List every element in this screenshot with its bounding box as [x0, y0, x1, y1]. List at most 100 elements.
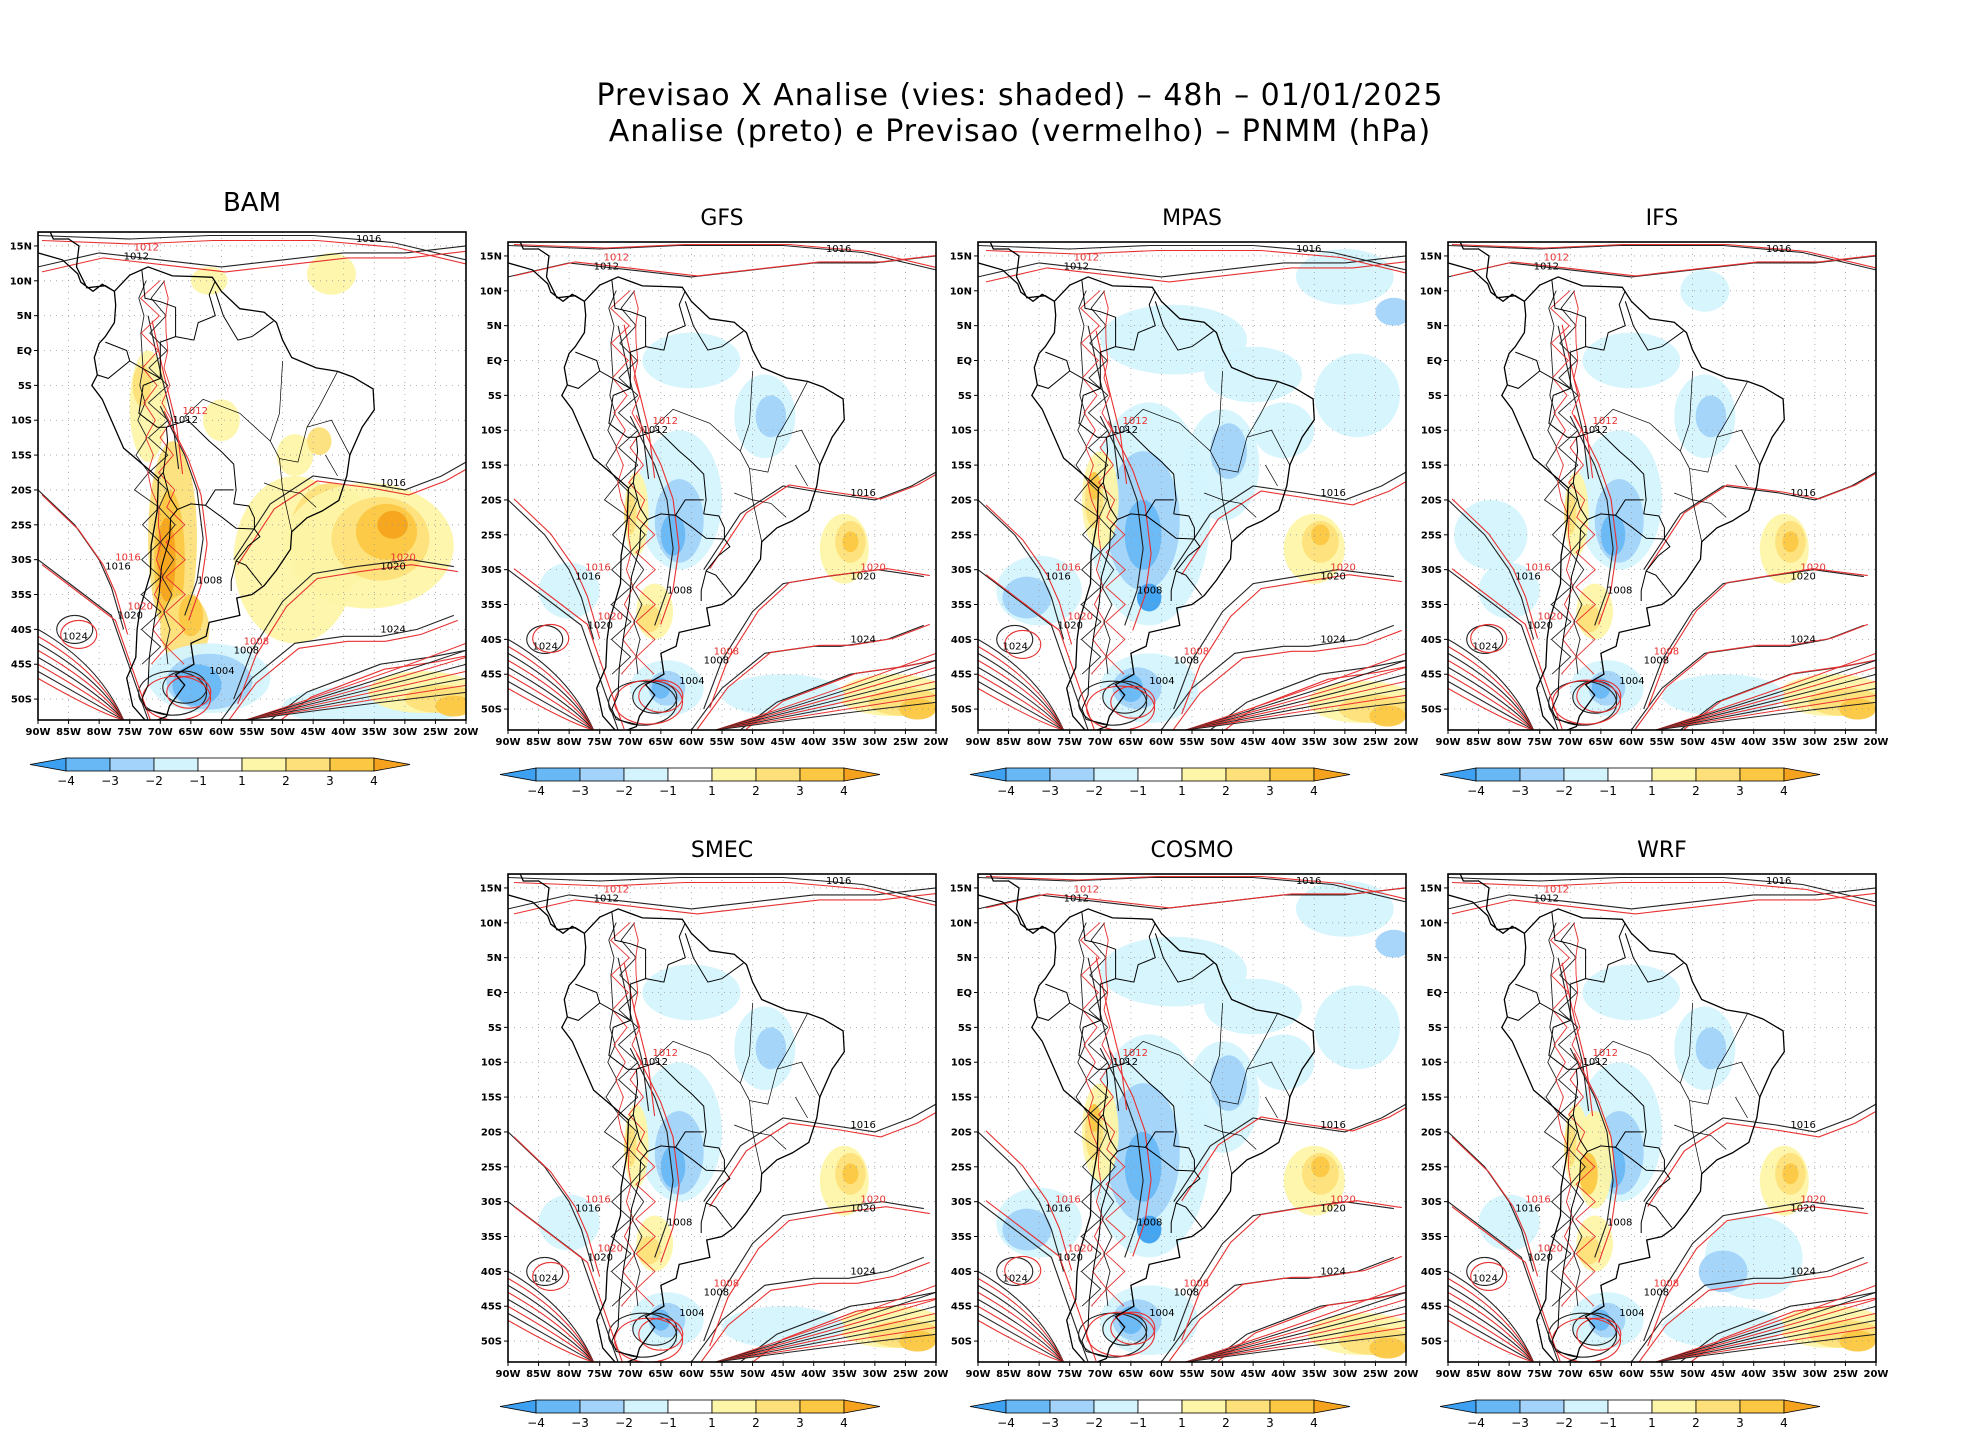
colorbar-label: 1	[708, 1416, 716, 1430]
isobar-packed	[508, 1284, 595, 1362]
contour-label-forecast: 1008	[1654, 646, 1679, 657]
contour-label-analysis: 1008	[1607, 586, 1632, 597]
country-border	[166, 419, 237, 504]
panel-cosmo: COSMO 1020 1024 1016 1012 1016 1020 1024 1016 100…	[950, 838, 1419, 1448]
contour-label-analysis: 1008	[1174, 1287, 1199, 1298]
lon-label: 85W	[526, 1369, 551, 1380]
colorbar-label: −3	[1511, 1416, 1529, 1430]
lon-label: 55W	[1180, 737, 1205, 748]
bias-patch	[755, 395, 787, 438]
lon-label: 70W	[1558, 737, 1583, 748]
isobar-forecast	[709, 568, 930, 709]
coastline	[1501, 908, 1785, 1362]
coastline	[539, 199, 605, 223]
map-area: 1020102410161012101610201024101610041008…	[950, 241, 1418, 798]
lat-label: 20S	[1421, 495, 1442, 506]
isobar-packed	[245, 691, 466, 720]
contour-label-analysis: 1008	[1644, 1287, 1669, 1298]
coastline	[1031, 276, 1315, 730]
lon-label: 65W	[1118, 737, 1143, 748]
country-border	[1539, 1002, 1579, 1121]
panel-wrf: WRF 1020 1024 1016 1012 1016 1020 1024 1016 1004 1…	[1420, 838, 1889, 1448]
bias-patch	[1576, 1236, 1601, 1265]
isobar-packed	[1448, 673, 1534, 730]
isobar-packed	[508, 1319, 594, 1362]
colorbar-segment	[241, 757, 287, 772]
state-border	[795, 464, 808, 487]
isobar-packed	[508, 645, 595, 730]
isobar-packed	[245, 663, 466, 720]
colorbar-segment	[755, 767, 801, 782]
lon-label: 30W	[1802, 1369, 1827, 1380]
lat-label: 20S	[481, 495, 502, 506]
country-border	[162, 472, 234, 511]
colorbar-segment	[1269, 767, 1315, 782]
lat-label: 25S	[481, 530, 502, 541]
isobar-forecast	[142, 675, 212, 720]
isobar-analysis	[1173, 1201, 1394, 1342]
isobar-analysis	[1087, 957, 1120, 1112]
contour-label-forecast: 1020	[1067, 1243, 1092, 1254]
isobar-analysis	[1643, 1201, 1864, 1342]
state-border	[1716, 1061, 1761, 1098]
isobar-andes	[158, 280, 186, 665]
lat-label: 5S	[1428, 391, 1442, 402]
contour-label-forecast: 1020	[597, 611, 622, 622]
colorbar-label: −3	[571, 1416, 589, 1430]
state-border	[1594, 1040, 1632, 1063]
isobar-forecast	[1634, 623, 1868, 730]
colorbar-label: 2	[1222, 784, 1230, 798]
lon-label: 45W	[301, 727, 326, 738]
country-border	[567, 351, 601, 389]
colorbar: −4 −3 −2 −1 1 2 3 4	[969, 1399, 1351, 1430]
isobar-analysis	[508, 887, 936, 910]
bias-patch	[755, 1027, 787, 1070]
isobar-analysis	[1466, 624, 1504, 654]
lon-label: 20W	[924, 1369, 949, 1380]
lat-label: 20S	[1421, 1127, 1442, 1138]
state-border	[269, 360, 308, 463]
contour-label-analysis: 1012	[1113, 425, 1138, 436]
isobar-packed	[38, 642, 125, 720]
isobar-analysis	[1209, 659, 1406, 730]
lon-label: 40W	[801, 737, 826, 748]
colorbar-label: −2	[1085, 1416, 1103, 1430]
lon-label: 25W	[1363, 737, 1388, 748]
coastline	[1479, 831, 1545, 855]
contour-label-forecast: 1020	[860, 1195, 885, 1206]
title-line-1: Previsao X Analise (vies: shaded) – 48h …	[596, 78, 1444, 113]
isobar-forecast	[1552, 679, 1622, 725]
map-svg: 1020102410161012101610201024101610041008…	[480, 241, 948, 798]
isobar-packed	[1448, 666, 1534, 730]
isobar-packed	[1655, 666, 1876, 730]
state-border	[1209, 370, 1248, 473]
state-border	[1161, 1047, 1211, 1084]
isobar-forecast	[1095, 956, 1128, 1111]
isobar-forecast	[1638, 1261, 1868, 1362]
isobar-forecast	[985, 875, 1406, 900]
isobar-packed	[1655, 659, 1876, 730]
contour-label-analysis: 1008	[1137, 586, 1162, 597]
contour-label-analysis: 1004	[1149, 1308, 1174, 1319]
state-border	[1735, 1096, 1748, 1119]
contour-label-forecast: 1012	[604, 884, 629, 895]
lat-label: 40S	[11, 625, 32, 636]
isobar-packed	[508, 659, 595, 730]
colorbar-segment	[1005, 1399, 1051, 1414]
lat-label: 45S	[951, 670, 972, 681]
lon-label: 25W	[423, 727, 448, 738]
contour-label-analysis: 1004	[1619, 1308, 1644, 1319]
lon-label: 50W	[1680, 737, 1705, 748]
isobar-analysis	[629, 1048, 674, 1258]
isobar-forecast	[1647, 568, 1868, 709]
isobar-analysis	[1448, 499, 1535, 640]
isobar-forecast	[532, 623, 570, 653]
lat-label: 45S	[1421, 1302, 1442, 1313]
coastline	[603, 854, 640, 869]
lat-label: 40S	[951, 1267, 972, 1278]
isobar-packed	[715, 673, 936, 730]
isobar-forecast	[1004, 629, 1042, 659]
isobar-forecast	[985, 261, 1406, 283]
contour-label-forecast: 1012	[1123, 1048, 1148, 1059]
isobar-forecast	[1181, 574, 1402, 715]
